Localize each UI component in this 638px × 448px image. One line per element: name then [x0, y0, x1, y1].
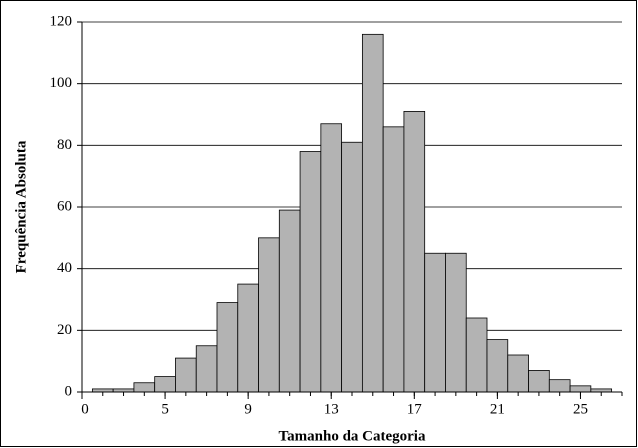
bar: [465, 317, 488, 393]
y-tick-label: 100: [50, 75, 73, 91]
y-tick-label: 0: [65, 383, 73, 399]
bar: [195, 345, 218, 393]
bar: [320, 123, 343, 393]
y-tick-label: 80: [57, 137, 72, 153]
bar: [237, 283, 259, 393]
x-tick-label: 5: [161, 401, 169, 417]
x-tick-label: 13: [324, 401, 339, 417]
bar: [216, 302, 239, 393]
bar: [133, 382, 156, 393]
x-tick-label: 0: [81, 401, 89, 417]
y-tick-label: 60: [57, 198, 72, 214]
bar: [278, 209, 301, 393]
y-axis-title: Frequência Absoluta: [13, 140, 29, 273]
bar: [299, 151, 322, 393]
bar: [258, 237, 280, 393]
bar: [341, 141, 363, 393]
x-tick-label: 21: [490, 401, 505, 417]
bar: [382, 126, 405, 393]
bar: [548, 379, 571, 393]
bar: [361, 33, 384, 393]
bar: [569, 385, 592, 393]
bar: [528, 370, 550, 393]
y-tick-label: 40: [57, 260, 72, 276]
x-tick-label: 9: [244, 401, 252, 417]
y-tick-label: 120: [50, 13, 73, 29]
x-tick-label: 17: [407, 401, 423, 417]
bar: [424, 252, 446, 393]
x-axis-title: Tamanho da Categoria: [279, 428, 426, 444]
bar: [507, 354, 529, 393]
y-tick-label: 20: [57, 322, 72, 338]
bar: [175, 357, 197, 393]
bar: [486, 339, 509, 393]
bar: [154, 376, 176, 393]
bar: [445, 252, 467, 393]
bar: [403, 111, 426, 393]
x-tick-label: 25: [573, 401, 588, 417]
